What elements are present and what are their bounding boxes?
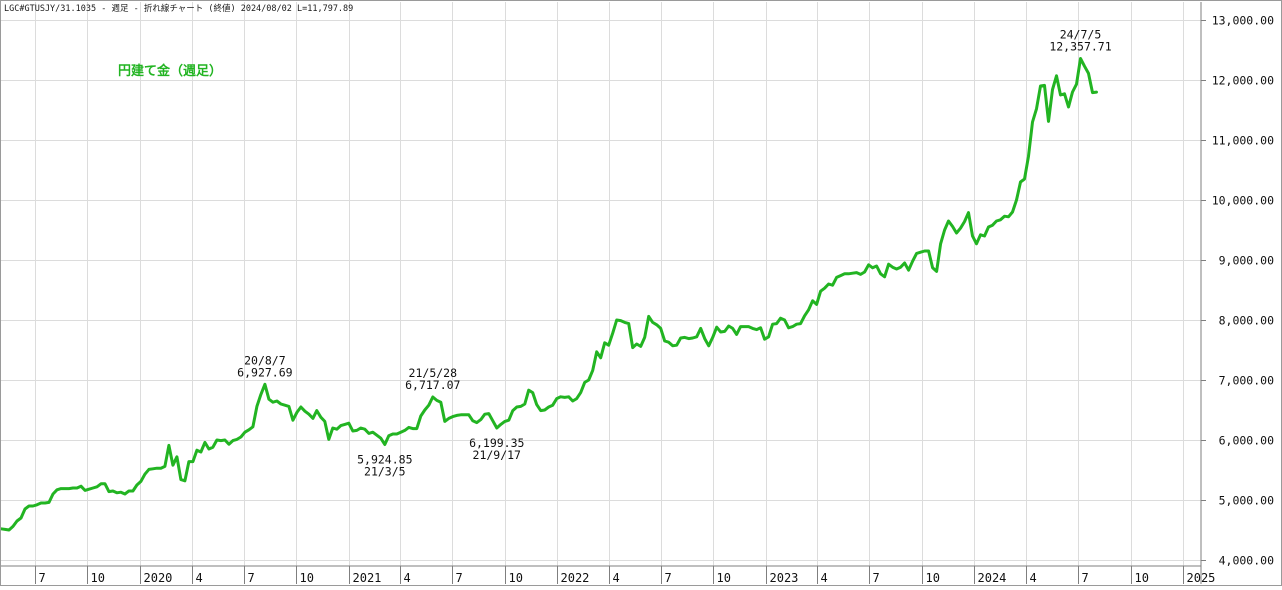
x-tick-label: 10: [1135, 571, 1149, 585]
y-axis-tick-labels: 4,000.00 5,000.00 6,000.00 7,000.00 8,000.00…: [1212, 14, 1274, 568]
header-info: LGC#GTUSJY/31.1035 - 週足 - 折れ線チャート (終値) 2…: [4, 3, 353, 14]
x-tick-label: 10: [300, 571, 314, 585]
series-layer: [0, 57, 1098, 532]
annotation-label: 6,717.07: [405, 378, 460, 392]
x-tick-label: 4: [196, 571, 203, 585]
x-tick-label: 2020: [144, 571, 173, 585]
x-tick-label: 10: [926, 571, 940, 585]
y-tick-label: 10,000.00: [1212, 194, 1274, 208]
x-tick-label: 4: [404, 571, 411, 585]
y-tick-label: 11,000.00: [1212, 134, 1274, 148]
annotation-label: 21/5/28: [409, 366, 458, 380]
grid: [1, 2, 1206, 584]
x-tick-label: 2025: [1187, 571, 1216, 585]
x-tick-label: 10: [91, 571, 105, 585]
y-tick-label: 5,000.00: [1219, 494, 1274, 508]
x-tick-label: 2023: [770, 571, 799, 585]
annotation-label: 5,924.85: [357, 453, 412, 467]
x-tick-label: 7: [456, 571, 463, 585]
y-tick-label: 4,000.00: [1219, 554, 1274, 568]
axes: [1, 2, 1202, 584]
y-tick-label: 6,000.00: [1219, 434, 1274, 448]
x-tick-label: 7: [873, 571, 880, 585]
y-tick-label: 9,000.00: [1219, 254, 1274, 268]
x-tick-label: 7: [1082, 571, 1089, 585]
x-tick-label: 7: [248, 571, 255, 585]
annotation-label: 6,199.35: [469, 436, 524, 450]
x-axis-tick-labels: 7 10 2020 4 7 10 2021 4 7 10 2022 4 7 10 2023 4 7 10 2024 4…: [39, 571, 1216, 585]
annotation-label: 12,357.71: [1049, 40, 1111, 54]
annotation-label: 21/3/5: [364, 465, 406, 479]
chart-title: 円建て金（週足）: [118, 63, 222, 79]
x-tick-label: 2021: [353, 571, 382, 585]
x-tick-label: 4: [1030, 571, 1037, 585]
annotation-label: 21/9/17: [473, 448, 522, 462]
x-tick-label: 2022: [561, 571, 590, 585]
series-line: [0, 57, 1098, 532]
y-tick-label: 7,000.00: [1219, 374, 1274, 388]
y-tick-label: 13,000.00: [1212, 14, 1274, 28]
y-tick-label: 8,000.00: [1219, 314, 1274, 328]
x-tick-label: 7: [665, 571, 672, 585]
x-tick-label: 10: [509, 571, 523, 585]
y-tick-label: 12,000.00: [1212, 74, 1274, 88]
x-tick-label: 4: [821, 571, 828, 585]
x-tick-label: 4: [613, 571, 620, 585]
x-tick-label: 2024: [978, 571, 1007, 585]
x-tick-label: 10: [717, 571, 731, 585]
x-tick-label: 7: [39, 571, 46, 585]
annotation-label: 24/7/5: [1060, 28, 1102, 42]
annotation-label: 6,927.69: [237, 365, 292, 379]
annotation-label: 20/8/7: [244, 353, 286, 367]
